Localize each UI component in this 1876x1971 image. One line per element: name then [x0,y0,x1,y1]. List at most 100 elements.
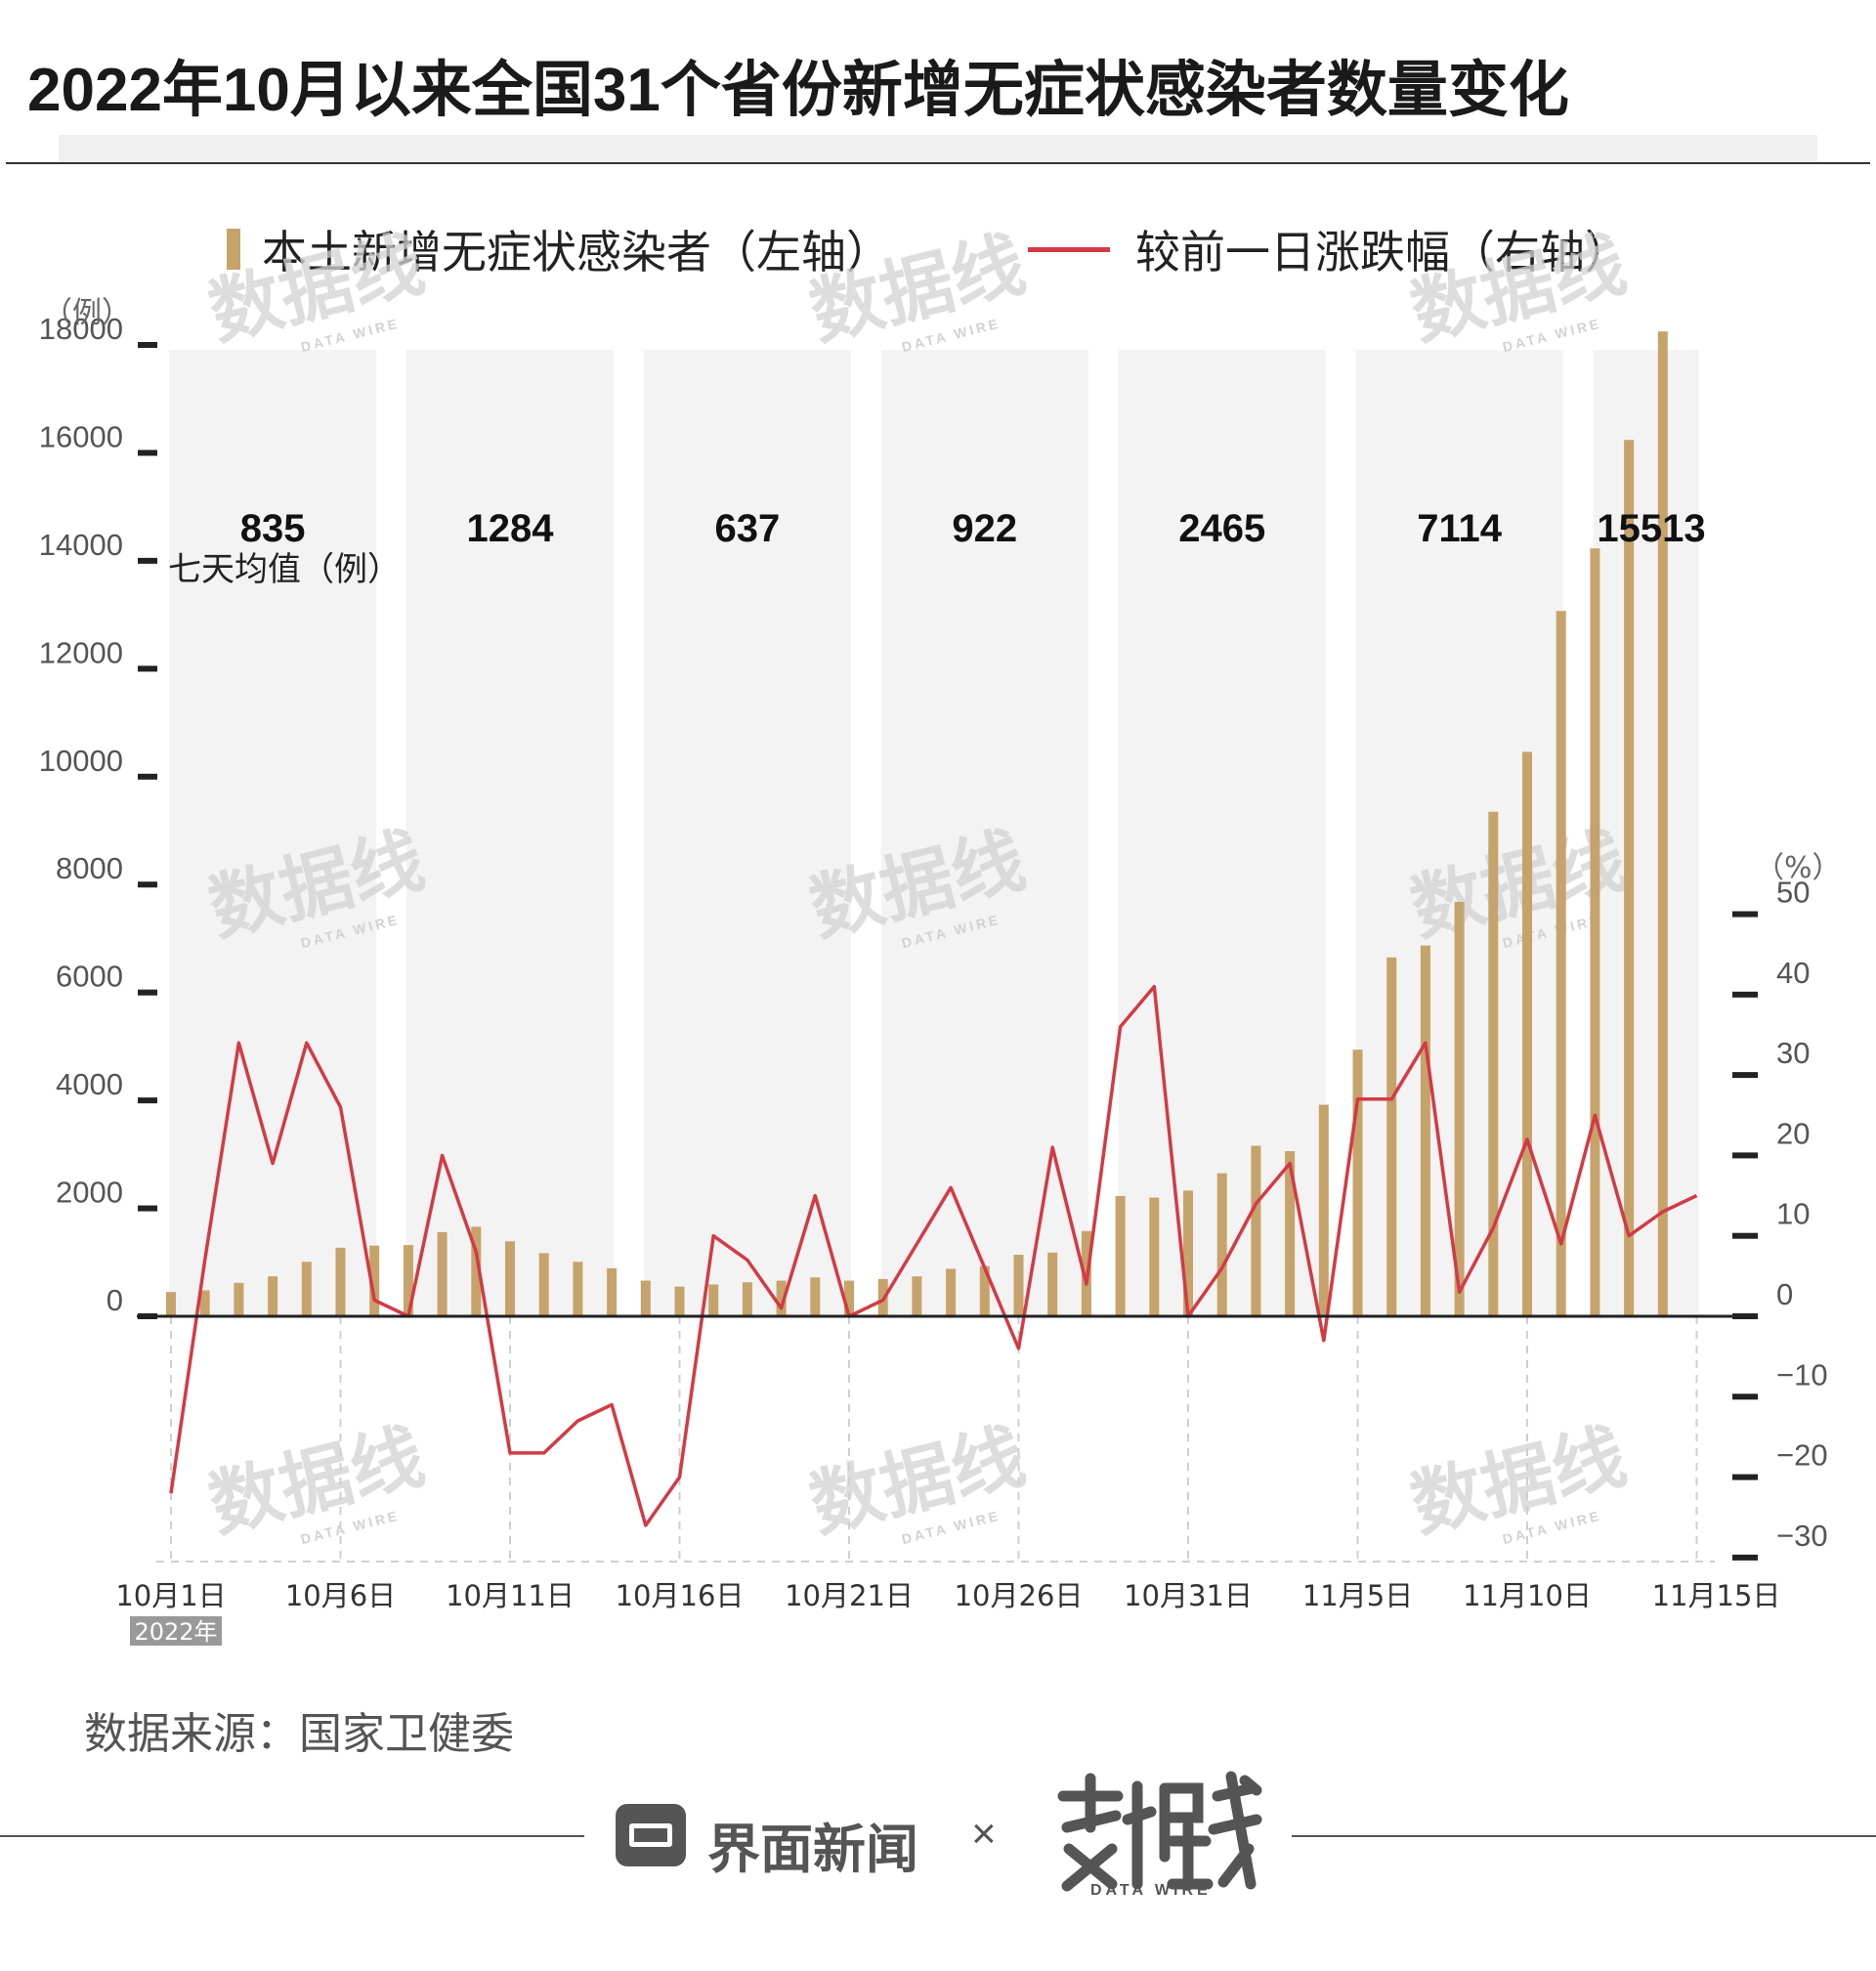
footer-brand-sub: DATA WIRE [1090,1882,1212,1899]
jiemian-logo-icon [616,1804,686,1866]
right-tick [1732,1072,1758,1079]
change-line [169,984,1698,1527]
left-tick [138,881,157,888]
bar-day-43 [1590,548,1600,1316]
footer-rule-left [0,1835,584,1837]
right-tick-label: 50 [1776,876,1810,910]
left-tick-label: 4000 [56,1067,123,1101]
right-tick-label: 30 [1776,1036,1810,1070]
right-tick-label: −20 [1776,1438,1828,1473]
left-tick [138,342,157,348]
data-source: 数据来源：国家卫健委 [84,1710,514,1758]
datawire-logo-icon [1057,1771,1262,1892]
right-tick [1732,1152,1758,1159]
left-tick-label: 18000 [39,312,123,346]
left-tick-label: 10000 [39,744,123,778]
bar-day-32 [1216,1173,1227,1316]
right-tick [1732,1232,1758,1239]
axes [137,342,1758,1561]
x-tick-label: 10月21日 [785,1579,914,1612]
bar-day-41 [1522,751,1532,1316]
bar-day-27 [1047,1252,1058,1316]
left-tick [138,1097,157,1104]
weekly-average-label: 7114 [1417,507,1503,550]
bar-day-29 [1115,1195,1126,1316]
x-tick-label: 10月31日 [1124,1579,1253,1612]
left-tick-label: 0 [107,1283,123,1317]
left-tick-label: 14000 [39,528,123,562]
left-tick-label: 6000 [56,960,123,994]
left-tick-label: 12000 [39,635,123,669]
bar-series [166,331,1668,1316]
left-tick [138,989,157,996]
weekly-average-label: 2465 [1178,507,1265,550]
legend-line-swatch [1028,246,1110,252]
bar-day-11 [505,1241,515,1316]
bar-day-25 [979,1265,990,1316]
bar-day-14 [607,1267,618,1316]
left-tick-label: 8000 [56,851,123,885]
bar-day-9 [437,1231,448,1316]
bar-day-44 [1624,440,1635,1316]
right-tick-label: −10 [1776,1357,1828,1392]
bar-day-38 [1420,945,1430,1316]
x-tick-label: 11月5日 [1302,1579,1413,1612]
line-series [169,984,1698,1527]
x-tick-label: 10月1日 [115,1579,226,1612]
legend-bar-entry: 本土新增无症状感染者（左轴） [227,217,891,281]
legend-bar-swatch [227,229,240,270]
legend-bar-label: 本土新增无症状感染者（左轴） [262,227,891,278]
week-band [1593,350,1699,1316]
x-tick-label: 11月15日 [1652,1579,1781,1612]
left-tick-label: 2000 [56,1176,123,1210]
bar-day-5 [301,1262,312,1316]
right-tick [1732,1554,1758,1561]
right-tick-label: 40 [1776,956,1810,990]
chart-title: 2022年10月以来全国31个省份新增无症状感染者数量变化 [27,57,1569,124]
bar-day-13 [573,1262,583,1316]
right-tick-label: 0 [1776,1277,1793,1311]
bar-day-23 [912,1276,922,1316]
bar-day-15 [640,1280,651,1316]
bar-day-45 [1657,331,1668,1316]
x-tick-label: 10月11日 [446,1579,575,1612]
weekly-average-label: 922 [952,507,1017,550]
bar-day-39 [1454,901,1465,1316]
left-tick [138,1313,157,1319]
left-tick [138,1205,157,1212]
right-axis-unit: （%） [1755,851,1842,885]
bar-day-36 [1352,1050,1363,1316]
week-band [643,350,851,1316]
left-tick [138,773,157,780]
legend-line-entry: 较前一日涨跌幅（右轴） [1028,217,1630,281]
x-tick-label: 11月10日 [1463,1579,1592,1612]
footer-brand: 界面新闻 [707,1821,918,1879]
weekly-average-label: 1284 [467,507,555,550]
weekly-average-label: 835 [240,507,306,550]
legend-line-label: 较前一日涨跌幅（右轴） [1135,227,1630,278]
left-tick-label: 16000 [39,419,123,453]
bar-day-17 [708,1284,719,1316]
year-tag: 2022年 [134,1618,217,1646]
title-underlay [59,135,1817,162]
bar-day-2 [199,1290,210,1316]
title-rule [6,162,1870,164]
footer-rule-right [1292,1835,1876,1837]
x-tick-label: 10月26日 [955,1579,1084,1612]
bar-day-8 [403,1245,413,1316]
right-tick [1732,991,1758,998]
bar-day-18 [742,1282,752,1316]
left-tick [138,665,157,672]
bar-day-33 [1251,1145,1261,1316]
bar-day-35 [1318,1104,1329,1316]
bar-day-12 [538,1253,549,1316]
bar-day-6 [335,1247,346,1316]
x-tick-label: 10月6日 [285,1579,396,1612]
bar-day-20 [810,1277,821,1316]
bar-day-4 [268,1276,278,1316]
bar-day-3 [234,1282,244,1316]
bar-day-40 [1488,811,1499,1316]
left-tick [138,557,157,564]
labels: 835 1284 637 922 2465 7114 15513 七天均值（例） 0 2000 40… [39,296,1842,1646]
